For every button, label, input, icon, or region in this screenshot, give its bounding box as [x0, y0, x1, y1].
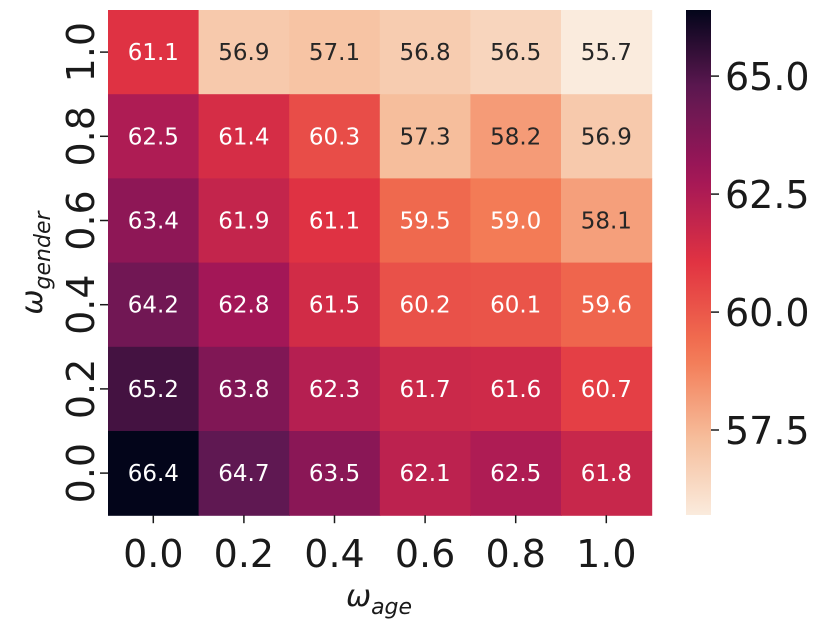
- heatmap-cell: [561, 262, 653, 348]
- cell-value-label: 62.5: [490, 461, 541, 487]
- x-tick-label: 0.0: [123, 532, 183, 576]
- heatmap-cell: [198, 178, 290, 264]
- colorbar-ticks: 57.5 60.0 62.5 65.0: [711, 55, 810, 453]
- cell-value-label: 58.1: [581, 209, 632, 235]
- cell-value-label: 64.7: [218, 461, 269, 487]
- x-axis-label: ωage: [346, 579, 412, 620]
- heatmap-cell: [470, 10, 562, 95]
- x-tick-label: 0.2: [214, 532, 274, 576]
- heatmap-cell: [289, 178, 381, 264]
- heatmap-cell: [561, 94, 653, 179]
- heatmap-cell: [198, 10, 290, 95]
- heatmap-cell: [470, 94, 562, 179]
- heatmap-cell: [108, 346, 200, 432]
- cell-value-label: 61.1: [309, 209, 360, 235]
- heatmap-cell: [561, 10, 653, 95]
- heatmap-cell: [289, 94, 381, 179]
- cell-value-label: 63.4: [128, 209, 179, 235]
- cell-value-label: 60.2: [399, 293, 450, 319]
- heatmap-cell: [108, 10, 200, 95]
- heatmap-cell: [379, 94, 471, 179]
- cell-value-label: 59.6: [581, 293, 632, 319]
- heatmap-cell: [108, 262, 200, 348]
- y-tick-label: 1.0: [59, 22, 103, 82]
- cell-value-label: 57.3: [399, 124, 450, 150]
- cell-value-label: 59.0: [490, 209, 541, 235]
- cell-value-label: 62.5: [128, 124, 179, 150]
- cell-value-label: 61.6: [490, 377, 541, 403]
- heatmap-cell: [198, 94, 290, 179]
- cell-value-label: 65.2: [128, 377, 179, 403]
- heatmap-cell: [289, 10, 381, 95]
- heatmap-cell: [470, 431, 562, 516]
- x-tick-label: 0.4: [304, 532, 364, 576]
- cell-value-label: 62.1: [399, 461, 450, 487]
- y-tick-label: 0.0: [59, 443, 103, 503]
- y-tick-label: 0.2: [59, 359, 103, 419]
- cell-value-label: 56.8: [399, 40, 450, 66]
- y-tick-label: 0.4: [59, 274, 103, 334]
- y-tick-labels: 1.0 0.8 0.6 0.4 0.2 0.0: [59, 22, 108, 503]
- cell-value-label: 64.2: [128, 293, 179, 319]
- heatmap-cell: [561, 346, 653, 432]
- cell-value-label: 66.4: [128, 461, 179, 487]
- cell-value-label: 56.5: [490, 40, 541, 66]
- heatmap-cell: [108, 431, 200, 516]
- heatmap-cell: [108, 178, 200, 264]
- cell-value-label: 61.9: [218, 209, 269, 235]
- cell-value-label: 58.2: [490, 124, 541, 150]
- cell-value-label: 59.5: [399, 209, 450, 235]
- heatmap-cell: [470, 346, 562, 432]
- heatmap-cell: [289, 262, 381, 348]
- cell-value-label: 55.7: [581, 40, 632, 66]
- heatmap-cell: [198, 431, 290, 516]
- cell-value-label: 61.4: [218, 124, 269, 150]
- cell-value-label: 61.7: [399, 377, 450, 403]
- colorbar-tick-label: 57.5: [725, 409, 810, 453]
- cell-value-label: 57.1: [309, 40, 360, 66]
- heatmap-cells: 61.1 56.9 57.1 56.8 56.5 55.7 62.5 61.4 60.3 57.3…: [108, 10, 653, 516]
- heatmap-cell: [470, 262, 562, 348]
- y-tick-label: 0.6: [59, 190, 103, 250]
- x-tick-label: 1.0: [576, 532, 636, 576]
- cell-value-label: 62.3: [309, 377, 360, 403]
- heatmap-cell: [379, 178, 471, 264]
- heatmap-cell: [379, 262, 471, 348]
- heatmap-cell: [561, 431, 653, 516]
- x-tick-labels: 0.0 0.2 0.4 0.6 0.8 1.0: [123, 515, 637, 576]
- heatmap-cell: [561, 178, 653, 264]
- heatmap-cell: [108, 94, 200, 179]
- cell-value-label: 56.9: [581, 124, 632, 150]
- cell-value-label: 60.7: [581, 377, 632, 403]
- colorbar-tick-label: 62.5: [725, 173, 810, 217]
- y-tick-label: 0.8: [59, 106, 103, 166]
- cell-value-label: 61.5: [309, 293, 360, 319]
- x-tick-label: 0.6: [395, 532, 455, 576]
- cell-value-label: 61.1: [128, 40, 179, 66]
- heatmap-cell: [379, 346, 471, 432]
- heatmap-cell: [198, 346, 290, 432]
- heatmap-cell: [379, 10, 471, 95]
- cell-value-label: 63.8: [218, 377, 269, 403]
- x-tick-label: 0.8: [485, 532, 545, 576]
- heatmap-cell: [379, 431, 471, 516]
- y-axis-label: ωgender: [15, 209, 56, 314]
- cell-value-label: 62.8: [218, 293, 269, 319]
- heatmap-cell: [470, 178, 562, 264]
- heatmap-cell: [198, 262, 290, 348]
- heatmap-cell: [289, 346, 381, 432]
- cell-value-label: 63.5: [309, 461, 360, 487]
- heatmap-cell: [289, 431, 381, 516]
- cell-value-label: 60.1: [490, 293, 541, 319]
- cell-value-label: 56.9: [218, 40, 269, 66]
- colorbar-tick-label: 60.0: [725, 291, 810, 335]
- colorbar-tick-label: 65.0: [725, 55, 810, 99]
- cell-value-label: 60.3: [309, 124, 360, 150]
- cell-value-label: 61.8: [581, 461, 632, 487]
- colorbar: [686, 10, 711, 515]
